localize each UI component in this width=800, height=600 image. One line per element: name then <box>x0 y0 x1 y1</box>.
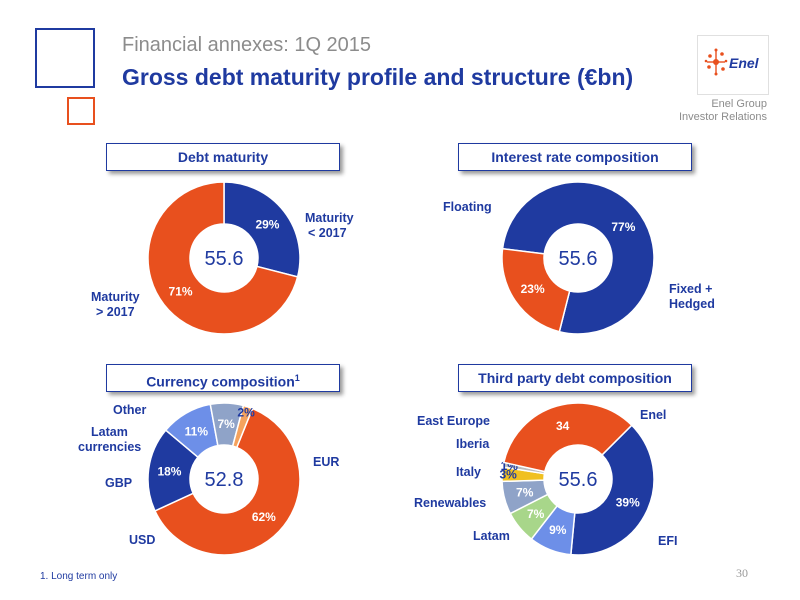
donut-center-value: 55.6 <box>559 248 598 270</box>
decorative-orange-square <box>67 97 95 125</box>
page-kicker: Financial annexes: 1Q 2015 <box>122 34 372 56</box>
slice-value-efi: 39% <box>616 495 640 509</box>
label-maturity-lt-2017: Maturity < 2017 <box>305 211 354 240</box>
donut-center-value: 55.6 <box>205 248 244 270</box>
donut-currency: 62% 18% 11% 7%2% 52.8 <box>147 402 301 556</box>
slice-maturity-2017 <box>223 181 301 278</box>
slice-value-floating: 23% <box>521 282 545 296</box>
panel-title-debt-maturity: Debt maturity <box>106 143 340 171</box>
footnote: 1. Long term only <box>40 571 118 582</box>
slice-enel <box>502 402 633 473</box>
slice-value-maturity-2017: 29% <box>255 217 279 231</box>
page-number: 30 <box>736 566 748 580</box>
logo-text: Enel <box>729 55 759 71</box>
slice-maturity-2017 <box>147 181 299 335</box>
slice-value-italy: 7% <box>516 486 534 500</box>
enel-logo: Enel <box>697 35 769 95</box>
label-eur: EUR <box>313 455 340 469</box>
panel-title-interest-rate: Interest rate composition <box>458 143 692 171</box>
donut-center-value: 55.6 <box>559 469 598 491</box>
label-latam-currencies: Latam currencies <box>78 425 142 454</box>
slice-value-usd: 18% <box>157 465 181 479</box>
slice-floating <box>501 247 571 333</box>
footnote-marker: 1 <box>294 373 300 383</box>
label-italy: Italy <box>456 465 482 479</box>
slice-value-eur: 62% <box>252 510 276 524</box>
label-east-europe: East Europe <box>417 414 490 428</box>
label-renewables: Renewables <box>414 496 487 510</box>
page-title: Gross debt maturity profile and structur… <box>122 64 634 90</box>
slice-other <box>231 404 254 449</box>
label-efi: EFI <box>658 534 678 548</box>
slice-value-latam-currencies: 7% <box>217 417 235 431</box>
slice-fixed-hedged <box>501 181 655 335</box>
panel-title-currency: Currency composition1 <box>106 364 340 392</box>
donut-center-value: 52.8 <box>205 469 244 491</box>
enel-flower-icon <box>704 48 728 76</box>
label-usd: USD <box>129 533 156 547</box>
group-label-line2: Investor Relations <box>678 111 767 123</box>
panel-title-third-party: Third party debt composition <box>458 364 692 392</box>
label-other: Other <box>113 403 147 417</box>
group-label: Enel Group Investor Relations <box>679 98 767 124</box>
donut-debt-maturity: 29% 71% 55.6 <box>147 181 301 335</box>
label-iberia: Iberia <box>456 437 490 451</box>
slice-value-fixed-hedged: 77% <box>611 220 635 234</box>
group-label-line1: Enel Group <box>711 98 767 110</box>
slice-eur <box>154 407 301 556</box>
label-maturity-gt-2017: Maturity > 2017 <box>91 290 140 319</box>
slice-value-other: 2% <box>237 406 255 420</box>
slice-value-renewables: 7% <box>527 507 545 521</box>
label-enel: Enel <box>640 408 667 422</box>
slice-value-gbp: 11% <box>185 424 209 438</box>
label-gbp: GBP <box>105 476 133 490</box>
label-fixed-hedged: Fixed + Hedged <box>669 282 715 311</box>
decorative-blue-square <box>35 28 95 88</box>
slice-value-latam: 9% <box>549 523 567 537</box>
label-floating: Floating <box>443 200 492 214</box>
slice-value-enel: 34 <box>556 419 570 433</box>
label-latam: Latam <box>473 529 510 543</box>
slice-efi <box>570 424 655 556</box>
donut-interest-rate: 77% 23% 55.6 <box>501 181 655 335</box>
slice-value-iberia: 3% <box>499 468 517 482</box>
slice-value-maturity-2017: 71% <box>169 285 193 299</box>
